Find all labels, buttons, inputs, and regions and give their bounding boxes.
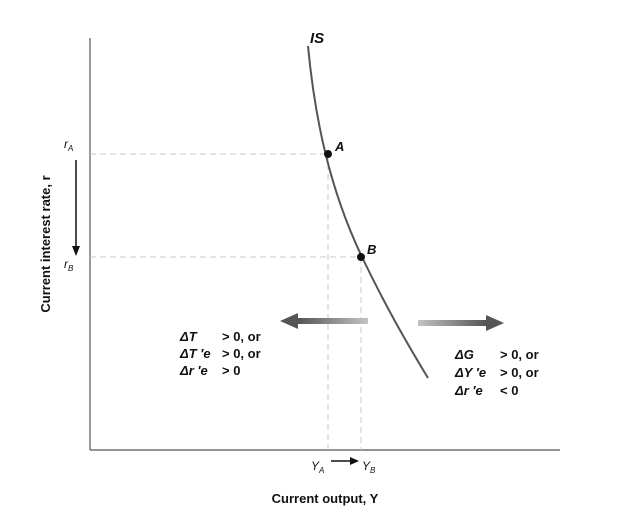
left-shock-2: ΔT ′e > 0, or — [179, 346, 261, 361]
point-b — [357, 253, 365, 261]
point-a-label: A — [334, 139, 344, 154]
right-shift-arrow-shaft — [418, 320, 486, 326]
rate-down-arrow-head — [72, 246, 80, 256]
ya-label: YA — [311, 459, 324, 475]
rb-label: rB — [64, 257, 74, 273]
ra-label: rA — [64, 137, 73, 153]
right-shock-1: ΔG > 0, or — [454, 347, 539, 362]
output-right-arrow-head — [350, 457, 359, 465]
x-axis-title: Current output, Y — [272, 491, 379, 506]
right-shift-arrow-head — [486, 315, 504, 331]
left-shock-1: ΔT > 0, or — [179, 329, 261, 344]
point-b-label: B — [367, 242, 376, 257]
is-curve-label: IS — [310, 30, 324, 47]
point-a — [324, 150, 332, 158]
y-axis-title: Current interest rate, r — [38, 175, 53, 312]
right-shock-3: Δr ′e < 0 — [454, 383, 518, 398]
left-shift-arrow-shaft — [298, 318, 368, 324]
left-shock-3: Δr ′e > 0 — [179, 363, 240, 378]
left-shift-arrow-head — [280, 313, 298, 329]
left-shock-list: ΔT > 0, or ΔT ′e > 0, or Δr ′e > 0 — [179, 329, 261, 378]
right-shock-list: ΔG > 0, or ΔY ′e > 0, or Δr ′e < 0 — [454, 347, 539, 398]
right-shock-2: ΔY ′e > 0, or — [454, 365, 539, 380]
yb-label: YB — [362, 459, 376, 475]
is-curve — [307, 45, 429, 379]
